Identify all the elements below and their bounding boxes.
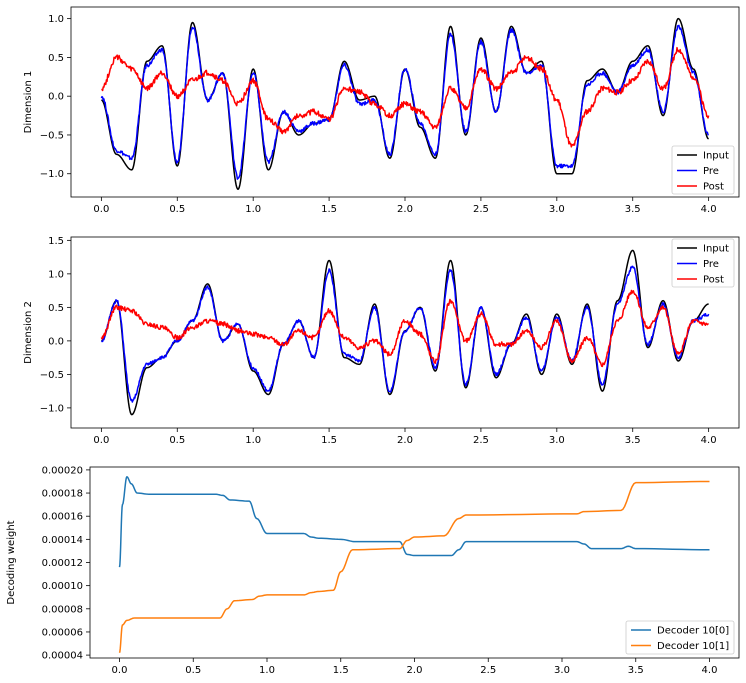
legend-box: [625, 620, 735, 655]
x-tick-label: 2.0: [397, 204, 413, 215]
x-tick-label: 3.5: [628, 665, 644, 676]
y-tick-label: 0.00020: [42, 465, 83, 476]
plot-area: [118, 476, 710, 654]
legend-label: Pre: [703, 166, 719, 177]
plot-area: [100, 17, 710, 190]
x-tick-label: 1.5: [321, 435, 337, 446]
y-tick-label: −1.0: [40, 403, 64, 414]
legend-box: [671, 238, 735, 288]
series-line-pre: [100, 24, 709, 180]
legend-label: Post: [703, 275, 724, 286]
x-tick-label: 4.0: [701, 435, 717, 446]
y-tick-label: 1.0: [48, 14, 64, 25]
y-tick-label: 0.00016: [42, 512, 83, 523]
x-tick-label: 0.5: [185, 665, 201, 676]
x-tick-label: 0.0: [112, 665, 128, 676]
x-tick-label: 0.5: [169, 435, 185, 446]
legend-label: Input: [703, 151, 729, 162]
legend-label: Decoder 10[0]: [657, 626, 729, 637]
y-tick-label: 0.5: [48, 53, 64, 64]
y-tick-label: 0.00008: [42, 604, 83, 615]
series-line-pre: [100, 265, 710, 403]
y-axis-label: Decoding weight: [6, 520, 17, 604]
chart-panel-2: 0.0 0.5 1.0 1.5 2.0 2.5 3.0 3.5 4.0 −1.0 −0.5 0.0 0.…: [23, 236, 740, 446]
legend-label: Decoder 10[1]: [657, 641, 729, 652]
y-tick-label: 1.5: [48, 236, 64, 247]
chart-panel-1: 0.0 0.5 1.0 1.5 2.0 2.5 3.0 3.5 4.0 −1.0 −0.5 0.0 0.…: [23, 6, 740, 215]
x-tick-label: 3.0: [554, 665, 570, 676]
x-tick-label: 3.5: [625, 435, 641, 446]
y-tick-label: 0.0: [48, 92, 64, 103]
series-line-post: [101, 46, 710, 148]
x-tick-label: 2.5: [480, 665, 496, 676]
legend: Decoder 10[0] Decoder 10[1]: [625, 620, 735, 655]
x-tick-label: 1.5: [333, 665, 349, 676]
x-tick-label: 0.5: [169, 204, 185, 215]
legend-label: Input: [703, 244, 729, 255]
y-tick-label: 0.00014: [42, 535, 83, 546]
x-tick-label: 2.0: [407, 665, 423, 676]
series-line-decoder-10-1-: [118, 480, 710, 654]
x-tick-label: 2.5: [473, 204, 489, 215]
x-tick-label: 1.0: [245, 435, 261, 446]
axes-frame: [70, 6, 740, 198]
x-tick-label: 4.0: [702, 665, 718, 676]
x-tick-label: 3.0: [549, 435, 565, 446]
x-tick-label: 2.0: [397, 435, 413, 446]
x-tick-label: 1.0: [245, 204, 261, 215]
y-tick-label: 0.00004: [42, 651, 83, 662]
plot-area: [100, 249, 710, 416]
chart-panel-3: 0.0 0.5 1.0 1.5 2.0 2.5 3.0 3.5 4.0 0.00004 0.0000…: [6, 465, 740, 676]
y-tick-label: 0.5: [48, 303, 64, 314]
x-tick-label: 1.0: [259, 665, 275, 676]
y-tick-label: 0.00018: [42, 489, 83, 500]
x-tick-label: 0.0: [93, 204, 109, 215]
y-tick-label: 1.0: [48, 269, 64, 280]
x-tick-label: 3.5: [625, 204, 641, 215]
x-tick-label: 0.0: [93, 435, 109, 446]
y-axis-label: Dimension 1: [23, 71, 34, 134]
y-axis-label: Dimension 2: [23, 301, 34, 364]
y-tick-label: −1.0: [40, 169, 64, 180]
y-tick-label: 0.00010: [42, 581, 83, 592]
legend-box: [671, 145, 735, 195]
x-tick-label: 1.5: [321, 204, 337, 215]
y-tick-label: 0.00006: [42, 627, 83, 638]
x-tick-label: 4.0: [701, 204, 717, 215]
series-line-post: [100, 289, 709, 368]
legend-label: Post: [703, 182, 724, 193]
legend: Input Pre Post: [671, 238, 735, 288]
y-tick-label: −0.5: [40, 130, 64, 141]
x-tick-label: 2.5: [473, 435, 489, 446]
legend: Input Pre Post: [671, 145, 735, 195]
legend-label: Pre: [703, 259, 719, 270]
y-tick-label: −0.5: [40, 370, 64, 381]
x-tick-label: 3.0: [549, 204, 565, 215]
y-tick-label: 0.00012: [42, 558, 83, 569]
series-line-decoder-10-0-: [118, 476, 710, 568]
y-tick-label: 0.0: [48, 336, 64, 347]
